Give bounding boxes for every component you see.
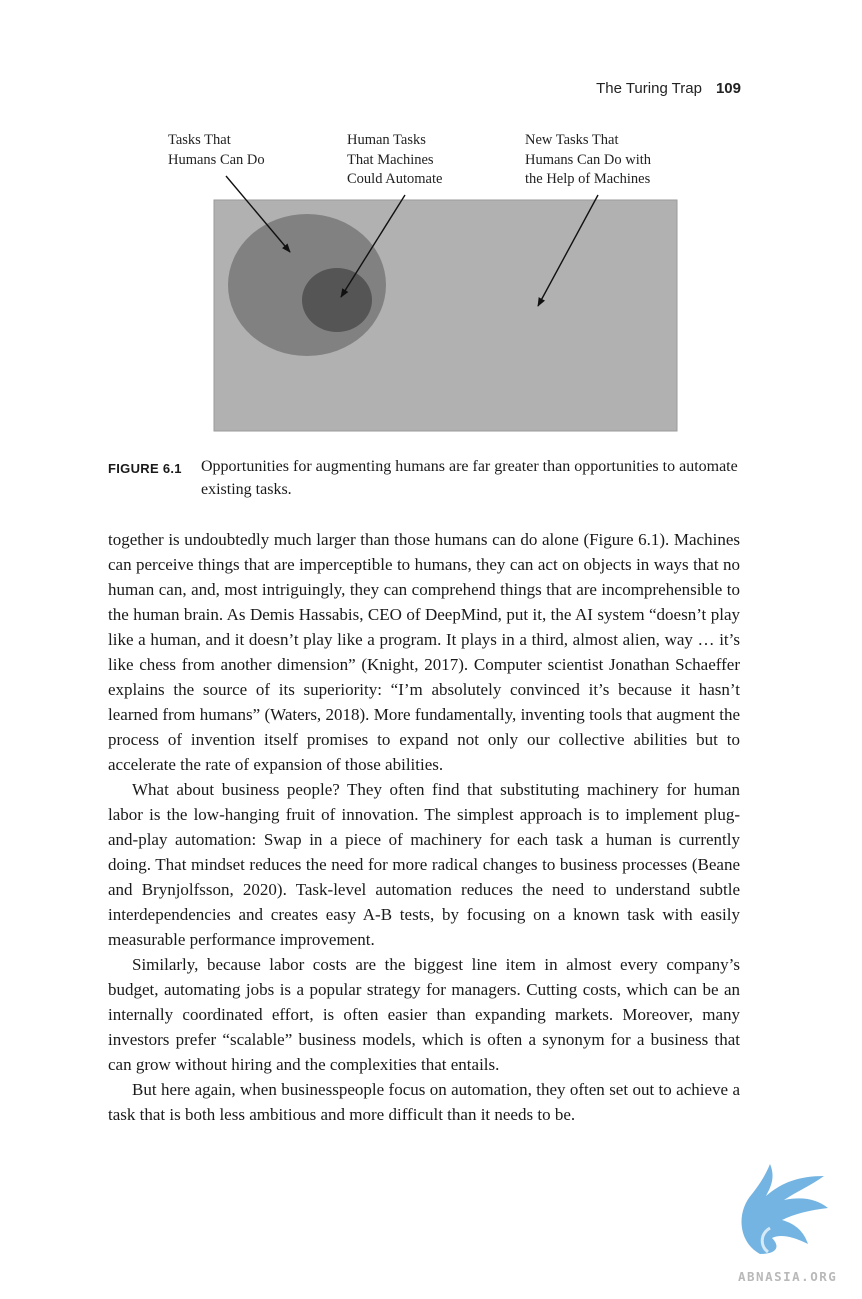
automatable-tasks-circle (302, 268, 372, 332)
running-head: The Turing Trap 109 (596, 80, 741, 97)
arrow-automatable-tasks (340, 194, 406, 298)
figure-caption-text: Opportunities for augmenting humans are … (201, 458, 738, 498)
label-line: Tasks That (168, 132, 231, 148)
label-line: Human Tasks (347, 132, 426, 148)
watermark-text: ABNASIA.ORG (738, 1269, 838, 1284)
figure-caption-label: FIGURE 6.1 (108, 461, 182, 476)
label-line: That Machines (347, 151, 434, 168)
page-number: 109 (715, 80, 741, 97)
paragraph: What about business people? They often f… (108, 780, 740, 949)
body-text: together is undoubtedly much larger than… (108, 527, 740, 1127)
label-line: Humans Can Do with (525, 151, 652, 168)
paragraph: together is undoubtedly much larger than… (108, 530, 740, 774)
label-line: Humans Can Do (168, 151, 265, 168)
paragraph: Similarly, because labor costs are the b… (108, 955, 740, 1074)
label-line: New Tasks That (525, 132, 619, 148)
label-line: Could Automate (347, 171, 443, 187)
label-line: the Help of Machines (525, 171, 651, 187)
arrow-human-tasks (225, 175, 291, 253)
paragraph: But here again, when businesspeople focu… (108, 1080, 740, 1124)
label-automatable-tasks: Human Tasks That Machines Could Automate (347, 131, 442, 190)
label-new-tasks: New Tasks That Humans Can Do with the He… (525, 131, 651, 190)
arrow-new-tasks (537, 194, 599, 307)
label-tasks-humans-can-do: Tasks That Humans Can Do (168, 131, 265, 170)
figure-caption: FIGURE 6.1 Opportunities for augmenting … (108, 455, 740, 501)
figure-diagram (213, 175, 678, 432)
watermark-logo-icon (741, 1164, 828, 1254)
running-title: The Turing Trap (596, 80, 702, 97)
